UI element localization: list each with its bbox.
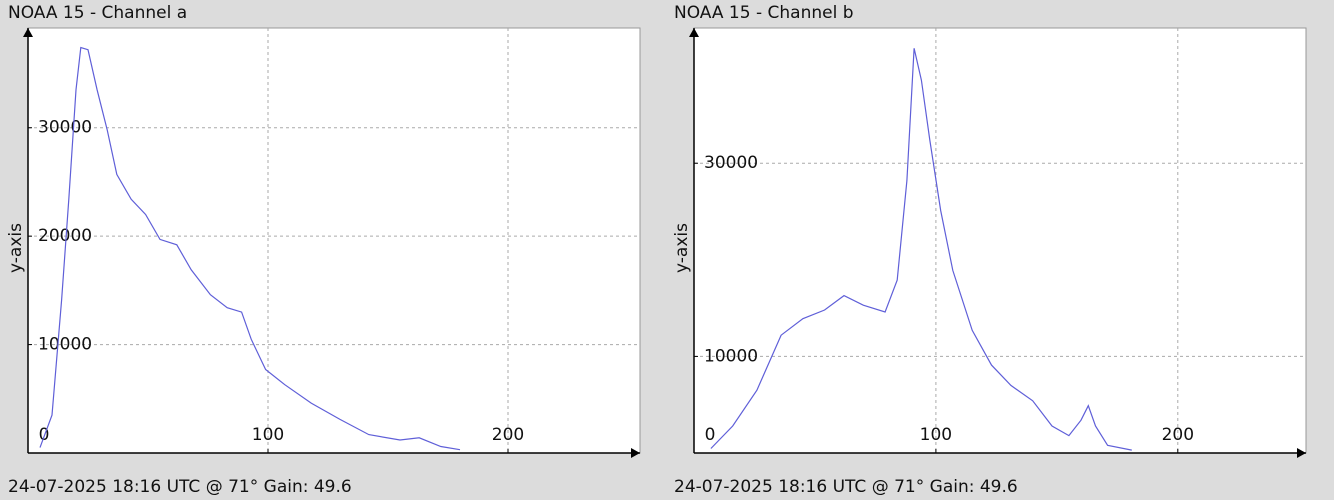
x-tick-label: 100 xyxy=(920,425,952,445)
y-axis-label: y-axis xyxy=(672,223,692,273)
x-axis-arrow xyxy=(1297,448,1306,458)
caption: 24-07-2025 18:16 UTC @ 71° Gain: 49.6 xyxy=(674,477,1018,497)
y-axis-label: y-axis xyxy=(6,223,26,273)
data-line xyxy=(39,46,461,451)
chart-title: NOAA 15 - Channel a xyxy=(8,3,187,23)
y-tick-label: 30000 xyxy=(704,153,758,173)
x-tick-label: 200 xyxy=(1162,425,1194,445)
y-axis-arrow xyxy=(689,28,699,37)
y-tick-label: 20000 xyxy=(38,226,92,246)
x-tick-label: 200 xyxy=(492,425,524,445)
y-axis-arrow xyxy=(23,28,33,37)
x-tick-label: 0 xyxy=(39,425,50,445)
plot-area xyxy=(27,27,641,454)
caption: 24-07-2025 18:16 UTC @ 71° Gain: 49.6 xyxy=(8,477,352,497)
y-tick-label: 10000 xyxy=(38,335,92,355)
x-tick-label: 0 xyxy=(705,425,716,445)
y-tick-label: 10000 xyxy=(704,346,758,366)
y-tick-label: 30000 xyxy=(38,118,92,138)
x-axis-arrow xyxy=(631,448,640,458)
data-line xyxy=(710,48,1132,451)
chart-title: NOAA 15 - Channel b xyxy=(674,3,854,23)
x-tick-label: 100 xyxy=(252,425,284,445)
plot-area xyxy=(693,27,1307,454)
